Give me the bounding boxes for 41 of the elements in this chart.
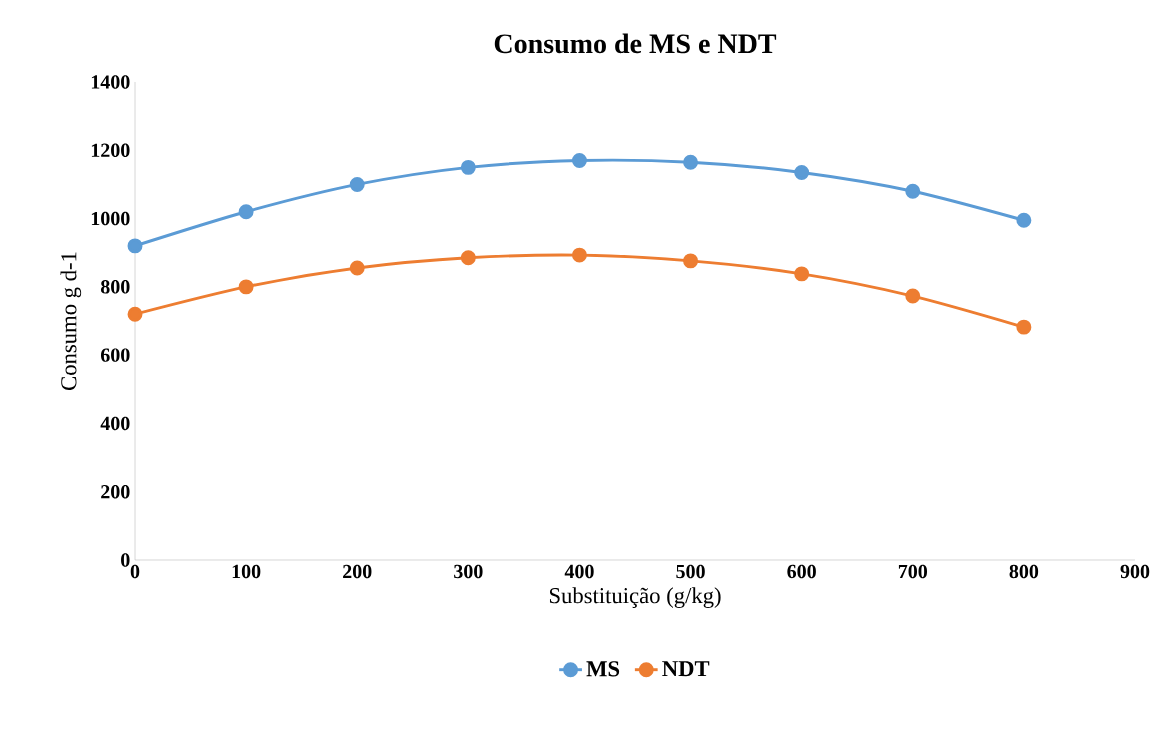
x-tick-label: 200 — [343, 564, 372, 579]
point — [683, 253, 699, 269]
point — [1016, 319, 1032, 335]
point — [349, 260, 365, 276]
y-tick-label: 1400 — [91, 75, 130, 89]
y-axis-title: Consumo g d-1 — [60, 252, 82, 390]
point — [238, 204, 254, 220]
point — [905, 288, 921, 304]
point — [683, 154, 699, 170]
point — [349, 176, 365, 192]
y-tick-label: 800 — [100, 280, 130, 294]
legend-label: NDT — [662, 661, 710, 677]
point — [794, 165, 810, 180]
y-tick-label: 600 — [100, 348, 130, 362]
x-tick-label: 800 — [1009, 564, 1039, 579]
y-tick-label: 0 — [121, 553, 130, 567]
x-tick-label: 500 — [676, 564, 705, 579]
point — [460, 159, 476, 175]
point — [571, 247, 587, 263]
chart-title: Consumo de MS e NDT — [494, 33, 777, 54]
y-tick-label: 1200 — [91, 143, 130, 158]
point — [794, 266, 810, 282]
x-tick-label: 600 — [787, 564, 816, 579]
point — [905, 183, 921, 199]
x-axis-title: Substituição (g/kg) — [549, 587, 721, 608]
x-tick-label: 300 — [454, 564, 483, 579]
point — [1016, 212, 1032, 228]
point — [127, 238, 143, 254]
y-tick-label: 200 — [101, 484, 130, 499]
y-tick-label: 400 — [100, 416, 130, 431]
y-tick-label: 1000 — [91, 211, 130, 226]
legend-label: MS — [586, 661, 620, 677]
x-tick-label: 700 — [898, 564, 928, 579]
point — [571, 153, 587, 168]
point — [127, 306, 143, 322]
point — [238, 279, 254, 295]
x-tick-label: 100 — [232, 564, 261, 579]
point — [460, 250, 476, 266]
x-tick-label: 0 — [130, 564, 140, 579]
x-tick-label: 900 — [1120, 564, 1150, 579]
x-tick-label: 400 — [564, 564, 594, 579]
